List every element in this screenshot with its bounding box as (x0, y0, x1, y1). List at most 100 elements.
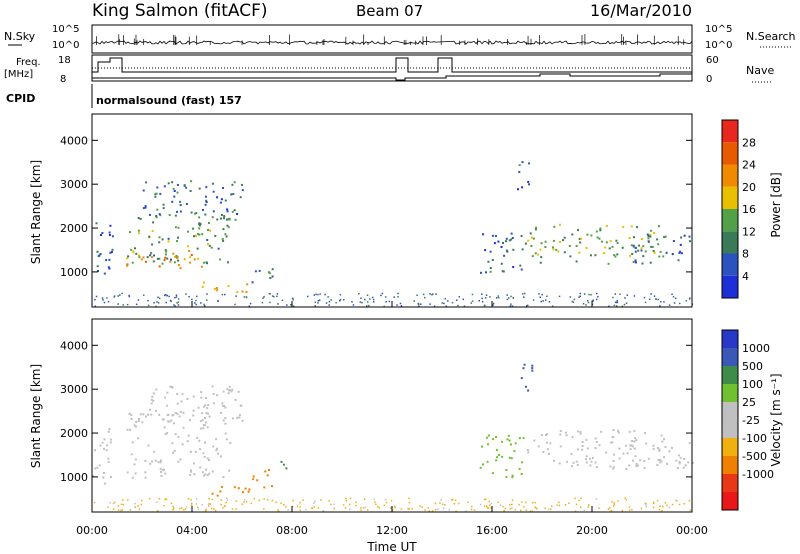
velocity-echo-noise-cell (535, 507, 537, 509)
power-echo-noise-cell (203, 305, 206, 307)
velocity-echo-noise-cell (511, 499, 514, 501)
velocity-colorbar-label: Velocity [m s⁻¹] (769, 373, 783, 466)
power-echo-noise-cell (366, 305, 368, 307)
velocity-echo-cell (179, 458, 182, 461)
velocity-echo-noise-cell (652, 502, 655, 504)
velocity-echo-cell (129, 428, 132, 431)
velocity-echo-noise-cell (299, 501, 301, 504)
power-echo-noise-cell (359, 301, 362, 303)
time-x-ticks: 00:00 04:00 08:00 12:00 16:00 20:00 00:00 (76, 301, 708, 537)
power-echo-noise-cell (103, 301, 106, 304)
power-echo-cell (138, 232, 141, 235)
velocity-echo-cell (159, 467, 162, 470)
velocity-y-tick-label: 3000 (60, 383, 88, 396)
velocity-echo-noise-cell (408, 501, 411, 504)
power-echo-cell (484, 249, 487, 252)
power-echo-noise-cell (328, 304, 330, 306)
power-echo-noise-cell (174, 296, 176, 299)
velocity-echo-noise-cell (391, 509, 394, 511)
power-echo-cell (108, 258, 111, 261)
velocity-colorbar-segment (722, 384, 738, 402)
power-echo-cell (164, 249, 167, 252)
power-echo-noise-cell (383, 305, 385, 308)
power-echo-cell (211, 182, 214, 185)
power-echo-noise-cell (262, 297, 264, 299)
power-echo-cell (646, 233, 649, 236)
velocity-echo-cell (177, 460, 180, 463)
power-echo-cell (210, 246, 213, 249)
power-echo-cell (215, 287, 218, 289)
velocity-echo-cell (166, 432, 169, 435)
power-echo-noise-cell (484, 304, 486, 307)
velocity-echo-cell (594, 437, 597, 440)
velocity-colorbar-segment (722, 438, 738, 456)
velocity-echo-cell (687, 461, 690, 464)
power-echo-cell (195, 234, 197, 237)
power-echo-noise-cell (324, 293, 326, 296)
power-echo-cell (679, 250, 682, 253)
power-echo-cell (532, 237, 535, 240)
velocity-echo-noise-cell (333, 507, 335, 510)
velocity-echo-noise-cell (376, 505, 379, 508)
power-echo-noise-cell (582, 303, 585, 305)
power-echo-cell (177, 236, 179, 239)
power-echo-cell (226, 210, 229, 213)
power-echo-noise-cell (369, 298, 371, 300)
velocity-echo-cell (542, 451, 545, 453)
power-echo-cell (193, 258, 196, 261)
power-echo-cell (224, 233, 227, 236)
power-echo-noise-cell (523, 292, 526, 295)
velocity-echo-noise-cell (181, 507, 183, 509)
velocity-echo-cell (134, 425, 137, 428)
power-echo-cell (221, 238, 224, 241)
power-echo-cell (156, 186, 159, 189)
power-echo-cell (544, 240, 547, 243)
velocity-echo-cell (227, 392, 230, 395)
velocity-echo-noise-cell (235, 508, 237, 510)
power-echo-noise-cell (372, 298, 375, 301)
power-echo-cell (212, 210, 215, 213)
power-echo-cell (650, 229, 653, 232)
power-echo-noise-cell (106, 297, 108, 299)
velocity-echo-cell (546, 433, 549, 436)
velocity-echo-noise-cell (544, 507, 546, 510)
velocity-echo-cell (137, 420, 140, 423)
power-echo-noise-cell (153, 302, 155, 304)
velocity-echo-cell (101, 441, 104, 444)
velocity-echo-cell (520, 377, 523, 380)
velocity-echo-noise-cell (378, 506, 380, 509)
power-echo-cell (173, 195, 176, 198)
velocity-echo-noise-cell (659, 505, 661, 507)
velocity-echo-cell (491, 472, 494, 475)
velocity-echo-cell (103, 438, 106, 441)
velocity-echo-cell (201, 412, 204, 415)
power-echo-cell (652, 250, 655, 252)
power-echo-cell (190, 180, 193, 183)
power-echo-cell (613, 254, 616, 257)
velocity-echo-cell (103, 447, 105, 450)
power-echo-cell (126, 263, 129, 266)
power-echo-noise-cell (492, 304, 494, 306)
velocity-echo-cell (691, 462, 694, 464)
power-y-tick-label: 1000 (60, 266, 88, 279)
velocity-echo-cell (479, 466, 482, 469)
power-echo-cell (231, 183, 234, 186)
velocity-echo-cell (496, 456, 499, 459)
power-echo-cell (166, 257, 169, 260)
velocity-echo-cell (212, 445, 215, 448)
nsky-label: N.Sky (4, 30, 36, 43)
velocity-echo-cell (219, 455, 222, 458)
velocity-echo-noise-cell (263, 508, 265, 510)
velocity-echo-cell (633, 440, 636, 443)
power-echo-noise-cell (194, 302, 196, 304)
velocity-echo-cell (133, 424, 136, 427)
velocity-echo-cell (172, 451, 175, 454)
velocity-echo-noise-cell (568, 502, 570, 504)
velocity-echo-cell (590, 460, 593, 463)
velocity-echo-cell (107, 457, 110, 460)
power-echo-noise-cell (510, 303, 512, 305)
power-echo-cell (165, 253, 167, 256)
power-echo-cell (539, 261, 542, 264)
power-echo-noise-cell (195, 299, 197, 302)
power-echo-noise-cell (358, 293, 360, 295)
